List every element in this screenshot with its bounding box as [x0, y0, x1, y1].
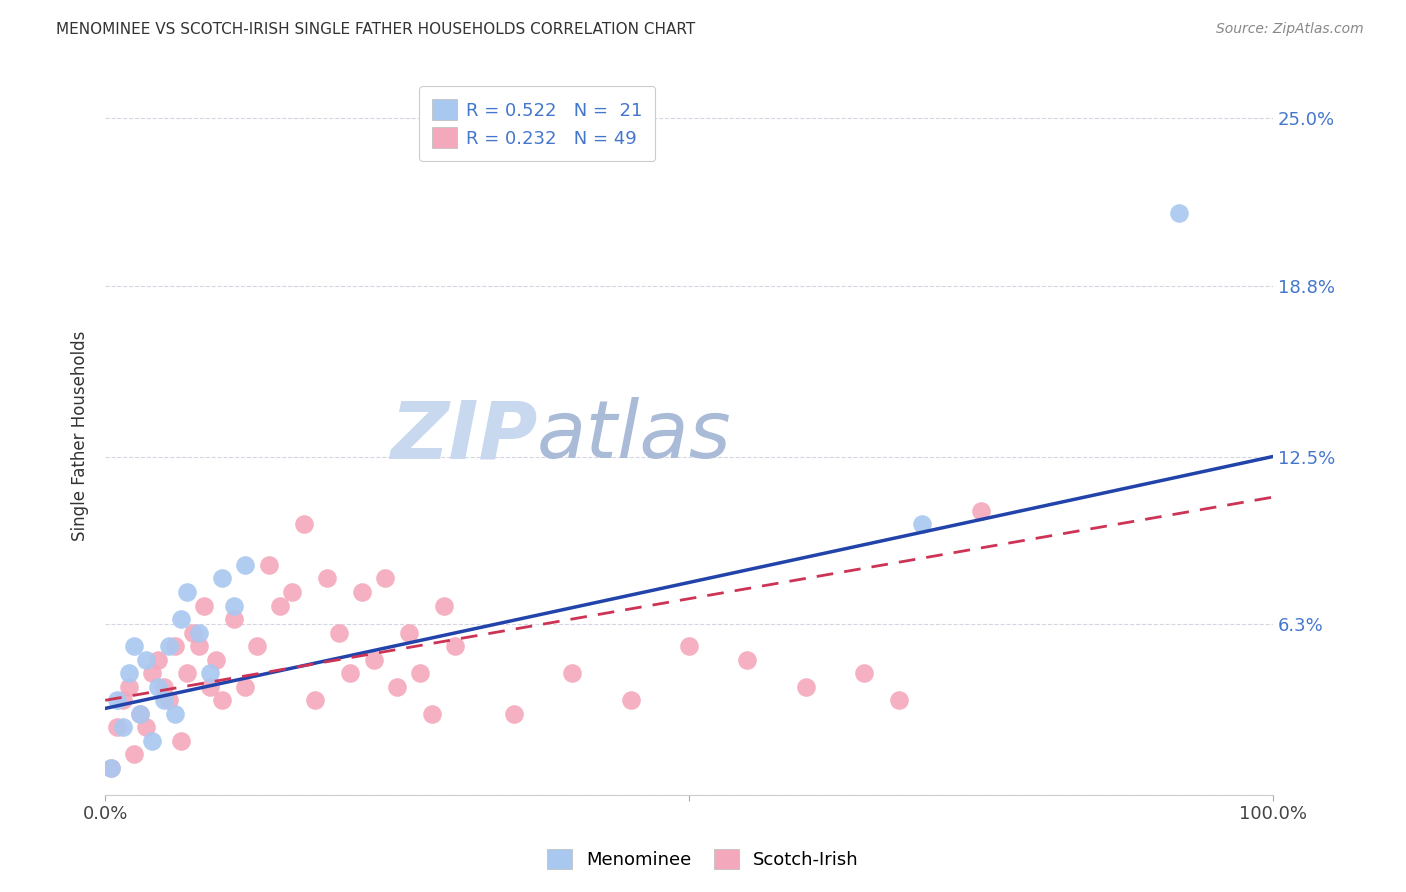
Point	[233, 558, 256, 572]
Point	[374, 571, 396, 585]
Point	[129, 706, 152, 721]
Point	[157, 639, 180, 653]
Point	[304, 693, 326, 707]
Point	[444, 639, 467, 653]
Point	[170, 734, 193, 748]
Point	[246, 639, 269, 653]
Point	[619, 693, 641, 707]
Point	[152, 680, 174, 694]
Point	[117, 666, 139, 681]
Point	[200, 680, 222, 694]
Point	[181, 625, 204, 640]
Point	[176, 585, 198, 599]
Point	[100, 761, 122, 775]
Point	[561, 666, 583, 681]
Point	[165, 706, 187, 721]
Point	[257, 558, 280, 572]
Point	[1168, 206, 1191, 220]
Point	[111, 693, 134, 707]
Point	[135, 653, 157, 667]
Point	[269, 599, 291, 613]
Point	[170, 612, 193, 626]
Point	[211, 693, 233, 707]
Point	[157, 693, 180, 707]
Point	[146, 680, 169, 694]
Point	[328, 625, 350, 640]
Point	[152, 693, 174, 707]
Point	[124, 639, 146, 653]
Point	[222, 599, 245, 613]
Point	[105, 720, 128, 734]
Point	[970, 504, 993, 518]
Point	[193, 599, 215, 613]
Point	[187, 639, 209, 653]
Point	[124, 747, 146, 762]
Point	[678, 639, 700, 653]
Point	[117, 680, 139, 694]
Point	[141, 734, 163, 748]
Point	[100, 761, 122, 775]
Point	[165, 639, 187, 653]
Point	[146, 653, 169, 667]
Point	[316, 571, 339, 585]
Point	[409, 666, 432, 681]
Point	[200, 666, 222, 681]
Point	[141, 666, 163, 681]
Legend: Menominee, Scotch-Irish: Menominee, Scotch-Irish	[538, 839, 868, 879]
Text: MENOMINEE VS SCOTCH-IRISH SINGLE FATHER HOUSEHOLDS CORRELATION CHART: MENOMINEE VS SCOTCH-IRISH SINGLE FATHER …	[56, 22, 696, 37]
Point	[222, 612, 245, 626]
Legend: R = 0.522   N =  21, R = 0.232   N = 49: R = 0.522 N = 21, R = 0.232 N = 49	[419, 87, 655, 161]
Point	[105, 693, 128, 707]
Point	[363, 653, 385, 667]
Point	[911, 517, 934, 532]
Point	[187, 625, 209, 640]
Point	[129, 706, 152, 721]
Point	[352, 585, 374, 599]
Point	[292, 517, 315, 532]
Point	[233, 680, 256, 694]
Point	[339, 666, 361, 681]
Point	[111, 720, 134, 734]
Point	[737, 653, 759, 667]
Point	[176, 666, 198, 681]
Point	[502, 706, 524, 721]
Point	[794, 680, 817, 694]
Point	[420, 706, 443, 721]
Point	[853, 666, 876, 681]
Text: ZIP: ZIP	[389, 397, 537, 475]
Text: Source: ZipAtlas.com: Source: ZipAtlas.com	[1216, 22, 1364, 37]
Point	[205, 653, 228, 667]
Point	[398, 625, 420, 640]
Point	[887, 693, 910, 707]
Y-axis label: Single Father Households: Single Father Households	[72, 331, 89, 541]
Point	[281, 585, 304, 599]
Point	[385, 680, 408, 694]
Point	[211, 571, 233, 585]
Text: atlas: atlas	[537, 397, 733, 475]
Point	[433, 599, 456, 613]
Point	[135, 720, 157, 734]
